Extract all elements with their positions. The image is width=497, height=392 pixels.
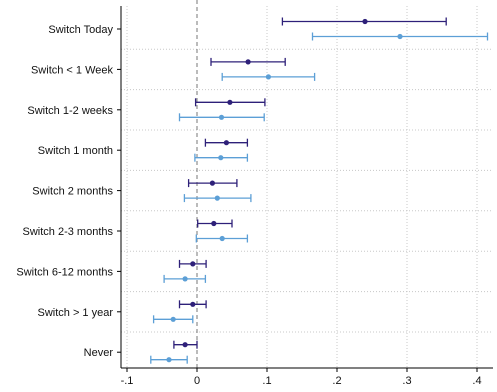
estimate-point bbox=[246, 59, 251, 64]
series-2 bbox=[151, 33, 488, 364]
estimate-point bbox=[227, 100, 232, 105]
category-label: Switch 6-12 months bbox=[16, 266, 113, 278]
estimate-point bbox=[183, 342, 188, 347]
estimate-point bbox=[215, 196, 220, 201]
category-label: Switch < 1 Week bbox=[31, 64, 114, 76]
estimate-point bbox=[211, 221, 216, 226]
estimate-point bbox=[171, 317, 176, 322]
estimate-point bbox=[224, 140, 229, 145]
estimate-point bbox=[190, 261, 195, 266]
estimate-point bbox=[219, 115, 224, 120]
x-tick-label: .1 bbox=[262, 375, 271, 387]
estimate-point bbox=[218, 155, 223, 160]
series-1 bbox=[174, 18, 446, 349]
x-tick-label: .4 bbox=[472, 375, 481, 387]
category-label: Switch 2-3 months bbox=[23, 226, 114, 238]
x-tick-label: .3 bbox=[402, 375, 411, 387]
estimate-point bbox=[183, 276, 188, 281]
category-labels: Switch Today Switch < 1 Week Switch 1-2 we… bbox=[16, 24, 121, 359]
estimate-point bbox=[362, 19, 367, 24]
estimate-point bbox=[166, 357, 171, 362]
estimate-point bbox=[397, 34, 402, 39]
estimate-point bbox=[210, 181, 215, 186]
category-label: Switch 2 months bbox=[32, 186, 113, 198]
estimate-point bbox=[266, 74, 271, 79]
estimate-point bbox=[220, 236, 225, 241]
x-tick-label: 0 bbox=[194, 375, 200, 387]
gridlines bbox=[121, 6, 493, 368]
x-tick-label: .2 bbox=[332, 375, 341, 387]
category-label: Never bbox=[84, 347, 114, 359]
estimate-point bbox=[190, 302, 195, 307]
category-label: Switch > 1 year bbox=[37, 307, 113, 319]
series-marks bbox=[151, 18, 488, 364]
x-tick-label: -.1 bbox=[121, 375, 134, 387]
category-label: Switch 1-2 weeks bbox=[27, 105, 113, 117]
category-label: Switch Today bbox=[48, 24, 113, 36]
category-label: Switch 1 month bbox=[38, 145, 113, 157]
x-axis-ticks: -.1 0 .1 .2 .3 .4 bbox=[121, 368, 482, 387]
